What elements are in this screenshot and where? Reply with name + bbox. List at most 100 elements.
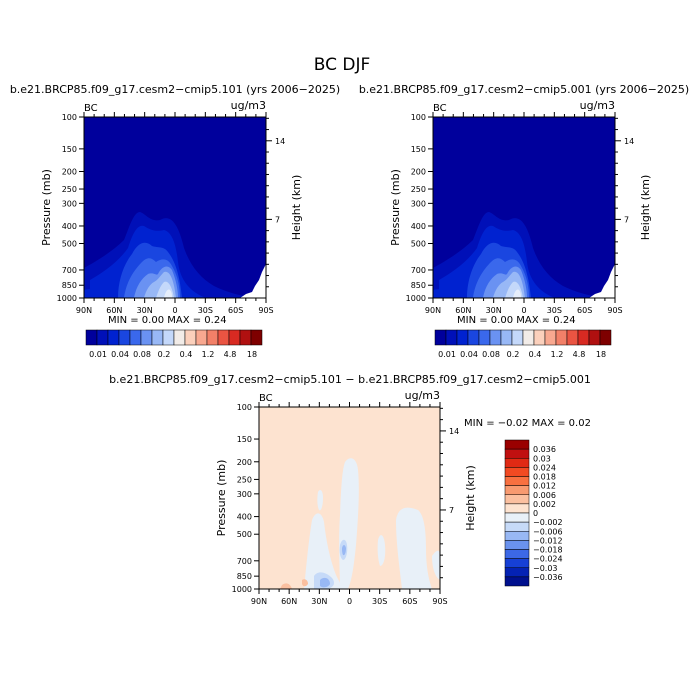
colorbar-swatch <box>504 576 530 587</box>
panel-title: b.e21.BRCP85.f09_g17.cesm2−cmip5.101 − b… <box>109 373 591 386</box>
colorbar-swatch <box>173 329 186 346</box>
x-tick-label: 60S <box>402 597 417 606</box>
colorbar-label: 0.006 <box>533 491 556 500</box>
colorbar: 0.01 0.04 0.08 0.2 0.4 1.2 4.8 18 <box>434 329 612 359</box>
units-label: ug/m3 <box>405 389 440 402</box>
y-tick-label: 400 <box>62 222 77 231</box>
colorbar-swatch <box>504 439 530 450</box>
colorbar-label: −0.012 <box>533 536 563 545</box>
colorbar-label: 0.03 <box>533 454 551 463</box>
colorbar-swatch <box>107 329 120 346</box>
colorbar-label: 0.012 <box>533 482 556 491</box>
colorbar-swatch <box>85 329 98 346</box>
y-tick-label: 150 <box>237 435 252 444</box>
colorbar-swatch <box>504 485 530 495</box>
colorbar-label: 0.04 <box>111 350 129 359</box>
y-tick-label: 500 <box>411 240 426 249</box>
colorbar-swatch <box>489 329 502 346</box>
contour-field <box>433 117 615 298</box>
panel-model-001: b.e21.BRCP85.f09_g17.cesm2−cmip5.001 (yr… <box>359 83 689 359</box>
colorbar-label: 0.01 <box>438 350 456 359</box>
colorbar-label: 1.2 <box>551 350 564 359</box>
colorbar-swatch <box>504 540 530 550</box>
units-label: ug/m3 <box>580 99 615 112</box>
variable-label: BC <box>259 393 273 404</box>
colorbar-swatch <box>504 458 530 468</box>
colorbar-swatch <box>250 329 263 346</box>
contour-lowlevel-north <box>84 289 104 298</box>
y-tick-label: 700 <box>411 266 426 275</box>
colorbar-swatch <box>504 531 530 541</box>
colorbar-swatch <box>478 329 491 346</box>
colorbar-swatch <box>511 329 524 346</box>
colorbar-label: −0.002 <box>533 518 563 527</box>
y-tick-label: 400 <box>237 513 252 522</box>
colorbar-swatch <box>533 329 546 346</box>
y-tick-label: 200 <box>62 167 77 176</box>
x-tick-label: 0 <box>172 306 177 315</box>
y2-tick-label: 14 <box>624 137 634 146</box>
axes: 90N 60N 30N 0 30S 60S 90S 100 150 200 250 300 400 500… <box>215 402 477 606</box>
units-label: ug/m3 <box>231 99 266 112</box>
colorbar-swatch <box>504 494 530 505</box>
colorbar-label: −0.024 <box>533 555 563 564</box>
x-tick-label: 60S <box>228 306 243 315</box>
y-tick-label: 100 <box>237 403 252 412</box>
contour-lowlevel-north <box>433 289 453 298</box>
y-tick-label: 1000 <box>232 585 252 594</box>
colorbar-label: 18 <box>247 350 257 359</box>
colorbar-swatch <box>588 329 601 346</box>
x-tick-label: 60N <box>281 597 297 606</box>
colorbar-label: 0.018 <box>533 473 556 482</box>
contour-field <box>259 407 440 589</box>
pos-contour-a <box>280 583 292 589</box>
colorbar-label: 0.4 <box>529 350 542 359</box>
y-axis-title: Pressure (mb) <box>215 460 228 537</box>
contour-level-8 <box>513 289 521 298</box>
colorbar-swatch <box>555 329 568 346</box>
x-tick-label: 90N <box>76 306 92 315</box>
neg-contour-d <box>396 507 432 589</box>
figure-title: BC DJF <box>314 55 371 75</box>
y2-axis-title: Height (km) <box>464 465 477 531</box>
x-tick-label: 60N <box>106 306 122 315</box>
neg-contour-f <box>432 550 440 580</box>
x-tick-label: 30N <box>486 306 502 315</box>
colorbar-swatch <box>217 329 230 346</box>
y-tick-label: 1000 <box>406 294 426 303</box>
y-tick-label: 150 <box>411 145 426 154</box>
colorbar-swatch <box>467 329 480 346</box>
colorbar-swatch <box>456 329 469 346</box>
colorbar-label: 0.4 <box>180 350 193 359</box>
axes: 90N 60N 30N 0 30S 60S 90S 100 150 200 250 300 400 500… <box>389 112 652 315</box>
colorbar-label: 0.08 <box>133 350 151 359</box>
colorbar-label: 0.2 <box>507 350 520 359</box>
y-axis-title: Pressure (mb) <box>40 169 53 246</box>
colorbar-swatch <box>445 329 458 346</box>
y2-axis-title: Height (km) <box>639 175 652 241</box>
colorbar-swatch <box>544 329 557 346</box>
colorbar: 0.0360.030.0240.0180.0120.0060.0020−0.00… <box>504 439 563 587</box>
colorbar-label: 0.036 <box>533 445 556 454</box>
colorbar-label: 0.002 <box>533 500 556 509</box>
contour-surface-south <box>589 264 615 298</box>
colorbar-label: 0.08 <box>482 350 500 359</box>
stats-text: MIN = −0.02 MAX = 0.02 <box>464 418 591 429</box>
contour-level-8 <box>164 289 172 298</box>
colorbar-label: 4.8 <box>224 350 237 359</box>
variable-label: BC <box>84 103 98 114</box>
colorbar-swatch <box>184 329 197 346</box>
colorbar-swatch <box>504 512 530 523</box>
colorbar-swatch <box>504 476 530 486</box>
contour-surface-south <box>240 264 266 298</box>
pos-contour-b <box>302 579 308 587</box>
colorbar-label: 1.2 <box>202 350 215 359</box>
colorbar-swatch <box>140 329 153 346</box>
colorbar-swatch <box>500 329 513 346</box>
colorbar-swatch <box>504 558 530 568</box>
y2-tick-label: 7 <box>275 215 280 224</box>
colorbar-label: −0.006 <box>533 527 563 536</box>
x-tick-label: 30S <box>372 597 387 606</box>
neg-contour-j <box>320 577 330 588</box>
